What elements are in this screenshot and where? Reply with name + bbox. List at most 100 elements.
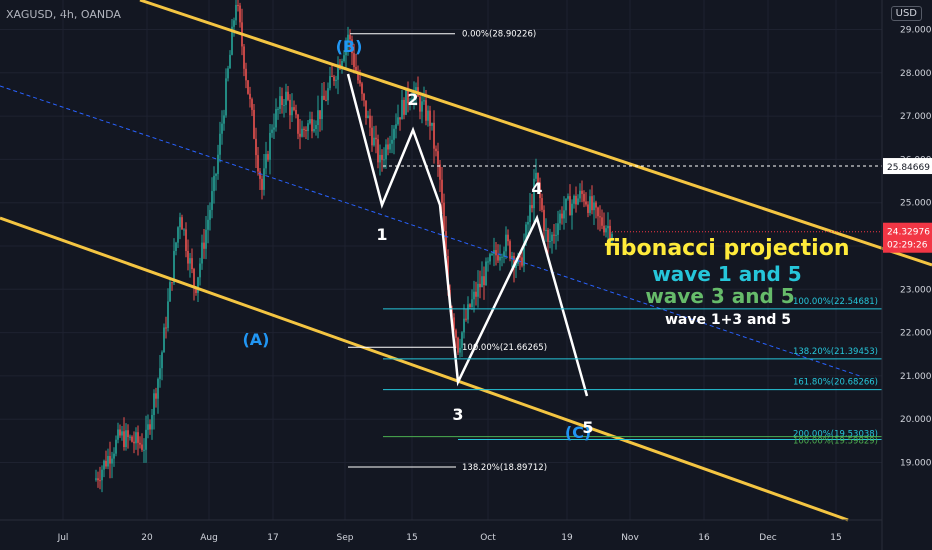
- candle-body: [217, 154, 219, 174]
- candle-body: [571, 203, 573, 216]
- candle-body: [205, 229, 207, 249]
- candle-body: [125, 430, 127, 448]
- candle-body: [459, 347, 461, 353]
- candle-body: [455, 330, 457, 338]
- candle-body: [239, 5, 241, 23]
- candle-body: [425, 100, 427, 121]
- wave-label: 1: [376, 225, 387, 244]
- candle-body: [121, 431, 123, 436]
- candle-body: [99, 480, 101, 482]
- candle-body: [169, 282, 171, 302]
- candle-body: [101, 469, 103, 481]
- x-tick-label: 19: [561, 533, 573, 543]
- candle-body: [575, 195, 577, 205]
- candle-body: [173, 250, 175, 283]
- candle-body: [525, 224, 527, 244]
- candle-body: [597, 207, 599, 217]
- candle-body: [343, 55, 345, 62]
- candles: [95, 0, 613, 493]
- candle-body: [323, 95, 325, 100]
- candle-body: [537, 172, 539, 183]
- wave-label: (C): [565, 423, 591, 442]
- candle-body: [331, 76, 333, 78]
- candle-body: [279, 96, 281, 109]
- channel-upper: [139, 0, 932, 267]
- wave-label: (B): [336, 37, 363, 56]
- candle-body: [247, 80, 249, 94]
- candle-body: [271, 129, 273, 133]
- candle-body: [589, 196, 591, 213]
- candle-body: [497, 255, 499, 261]
- candle-body: [179, 217, 181, 228]
- wave-label: 3: [452, 405, 463, 424]
- candle-body: [527, 221, 529, 225]
- candle-body: [411, 98, 413, 102]
- candle-body: [251, 99, 253, 110]
- candle-body: [219, 133, 221, 155]
- candle-body: [327, 88, 329, 101]
- candle-body: [493, 250, 495, 254]
- candle-body: [367, 115, 369, 118]
- candle-body: [373, 137, 375, 146]
- wave-label: (A): [242, 330, 269, 349]
- candle-body: [159, 368, 161, 379]
- candle-body: [255, 138, 257, 156]
- candle-body: [531, 205, 533, 209]
- candle-body: [317, 110, 319, 126]
- candle-body: [227, 68, 229, 79]
- candle-body: [253, 109, 255, 139]
- candle-body: [151, 414, 153, 430]
- candle-body: [403, 99, 405, 115]
- candle-body: [427, 110, 429, 121]
- candle-body: [361, 83, 363, 94]
- candle-body: [305, 129, 307, 132]
- candle-body: [551, 234, 553, 241]
- candle-body: [477, 283, 479, 297]
- candle-body: [371, 127, 373, 146]
- candle-body: [557, 223, 559, 235]
- candle-body: [435, 148, 437, 152]
- candle-body: [301, 128, 303, 137]
- candle-body: [221, 123, 223, 134]
- candle-body: [171, 282, 173, 284]
- candle-body: [165, 327, 167, 329]
- candle-body: [341, 61, 343, 69]
- candle-body: [541, 198, 543, 210]
- candle-body: [487, 261, 489, 263]
- y-tick-label: 22.00000: [900, 329, 932, 339]
- candle-body: [233, 20, 235, 27]
- candle-body: [545, 229, 547, 231]
- candle-body: [595, 202, 597, 208]
- candle-body: [583, 193, 585, 202]
- candle-body: [409, 101, 411, 104]
- candle-body: [559, 213, 561, 224]
- fib-level-label: 0.00%(28.90226): [462, 30, 536, 40]
- candle-body: [137, 432, 139, 443]
- candle-body: [445, 231, 447, 257]
- annotation-text: fibonacci projection: [604, 236, 849, 261]
- fib-level-label: 138.20%(21.39453): [793, 347, 878, 357]
- candle-body: [389, 143, 391, 150]
- candle-body: [421, 101, 423, 112]
- candle-body: [347, 34, 349, 43]
- candle-body: [505, 234, 507, 252]
- candle-body: [423, 100, 425, 102]
- candle-body: [501, 256, 503, 258]
- candle-body: [401, 99, 403, 120]
- candle-body: [263, 168, 265, 190]
- candle-body: [381, 154, 383, 160]
- currency-button[interactable]: USD: [890, 6, 922, 21]
- candle-body: [237, 4, 239, 6]
- candle-body: [113, 453, 115, 459]
- candle-body: [475, 291, 477, 297]
- candle-body: [291, 107, 293, 116]
- candle-body: [231, 26, 233, 55]
- candle-body: [135, 432, 137, 444]
- candle-body: [513, 256, 515, 269]
- wave-label: 4: [531, 179, 542, 198]
- candle-body: [207, 219, 209, 230]
- candle-body: [185, 229, 187, 252]
- candle-body: [321, 95, 323, 119]
- candle-body: [177, 227, 179, 243]
